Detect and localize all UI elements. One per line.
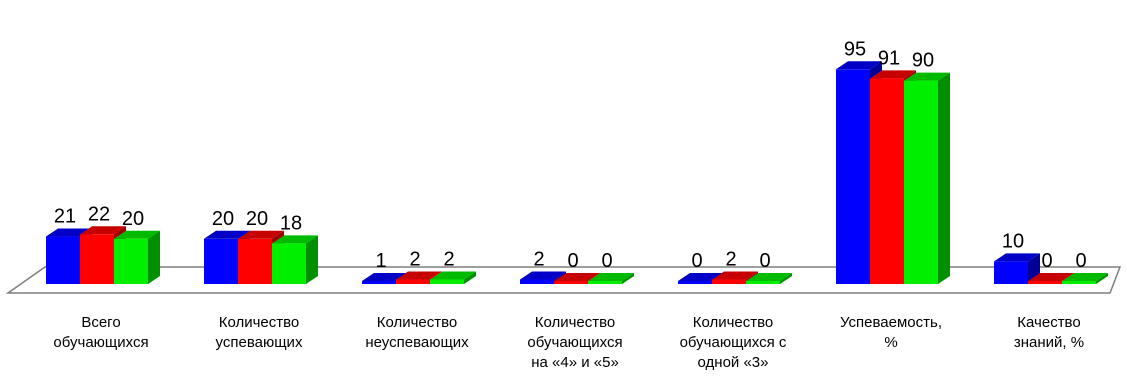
data-label: 20 xyxy=(122,208,144,230)
bar-front xyxy=(114,238,148,284)
bar-front xyxy=(238,238,272,284)
category-label: Количество неуспевающих xyxy=(365,314,469,351)
bar-top xyxy=(396,271,442,280)
bar xyxy=(1062,273,1108,284)
bar-side xyxy=(1096,273,1108,284)
data-label: 18 xyxy=(280,212,302,234)
bar-front xyxy=(678,281,712,284)
bar xyxy=(114,230,160,284)
data-label: 0 xyxy=(1075,250,1086,272)
data-label: 22 xyxy=(88,203,110,225)
bar-front xyxy=(396,279,430,284)
data-label: 21 xyxy=(54,206,76,228)
bar xyxy=(746,273,792,284)
data-label: 2 xyxy=(443,248,454,270)
category-label: Всего обучающихся xyxy=(53,314,148,351)
bar-side xyxy=(464,271,476,284)
bar-front xyxy=(712,279,746,284)
data-label: 95 xyxy=(844,38,866,60)
category-label: Количество успевающих xyxy=(216,314,303,351)
data-label: 91 xyxy=(878,47,900,69)
bar-front xyxy=(746,281,780,284)
bar-front xyxy=(46,236,80,284)
bar-side xyxy=(622,273,634,284)
data-label: 0 xyxy=(1041,250,1052,272)
data-label: 90 xyxy=(912,50,934,72)
data-label: 0 xyxy=(759,250,770,272)
data-label: 0 xyxy=(691,250,702,272)
bar-top xyxy=(238,230,284,239)
category-labels: Всего обучающихся Количество успевающих Коли… xyxy=(53,314,1084,371)
bar-top xyxy=(870,70,916,79)
bar-top xyxy=(1028,273,1074,281)
data-label: 20 xyxy=(212,208,234,230)
bar-front xyxy=(520,279,554,284)
bar-top xyxy=(588,273,634,281)
category-label: Количество обучающихся с одной «3» xyxy=(680,314,787,371)
bar-top xyxy=(204,230,250,239)
bar-front xyxy=(362,281,396,284)
bar-top xyxy=(272,235,318,244)
bar-front xyxy=(870,78,904,284)
bar-side xyxy=(938,72,950,284)
bar-front xyxy=(554,281,588,284)
data-label: 1 xyxy=(375,250,386,272)
bar-side xyxy=(306,235,318,284)
data-label: 10 xyxy=(1002,230,1024,252)
category-label: Успеваемость,% xyxy=(840,314,942,351)
chart-bars xyxy=(46,61,1108,284)
bar xyxy=(588,273,634,284)
bar-front xyxy=(904,80,938,284)
bar-top xyxy=(114,230,160,239)
bar-top xyxy=(520,271,566,280)
bar-top xyxy=(678,273,724,281)
bar-side xyxy=(780,273,792,284)
bar-side xyxy=(148,230,160,284)
bar-top xyxy=(712,271,758,280)
category-label: Качество знаний, % xyxy=(1014,314,1084,351)
bar-top xyxy=(904,72,950,81)
bar-front xyxy=(80,234,114,284)
bar-front xyxy=(204,238,238,284)
bar-front xyxy=(1062,281,1096,284)
bar xyxy=(904,72,950,284)
data-label: 2 xyxy=(533,248,544,270)
data-label: 0 xyxy=(567,250,578,272)
bar-top xyxy=(430,271,476,280)
data-label: 2 xyxy=(725,248,736,270)
bar-front xyxy=(588,281,622,284)
bar-top xyxy=(836,61,882,70)
bar-front xyxy=(836,69,870,284)
data-label: 20 xyxy=(246,208,268,230)
data-label: 0 xyxy=(601,250,612,272)
bar-front xyxy=(430,279,464,284)
bar-front xyxy=(272,243,306,284)
bar-top xyxy=(80,226,126,235)
category-label: Количество обучающихся на «4» и «5» xyxy=(527,314,622,371)
bar-front xyxy=(994,261,1028,284)
bar-front xyxy=(1028,281,1062,284)
bar xyxy=(272,235,318,284)
bar xyxy=(430,271,476,284)
bar-top xyxy=(746,273,792,281)
bar-top xyxy=(362,273,408,281)
bar-top xyxy=(994,253,1040,262)
bar-top xyxy=(1062,273,1108,281)
bar-top xyxy=(554,273,600,281)
data-label: 2 xyxy=(409,248,420,270)
